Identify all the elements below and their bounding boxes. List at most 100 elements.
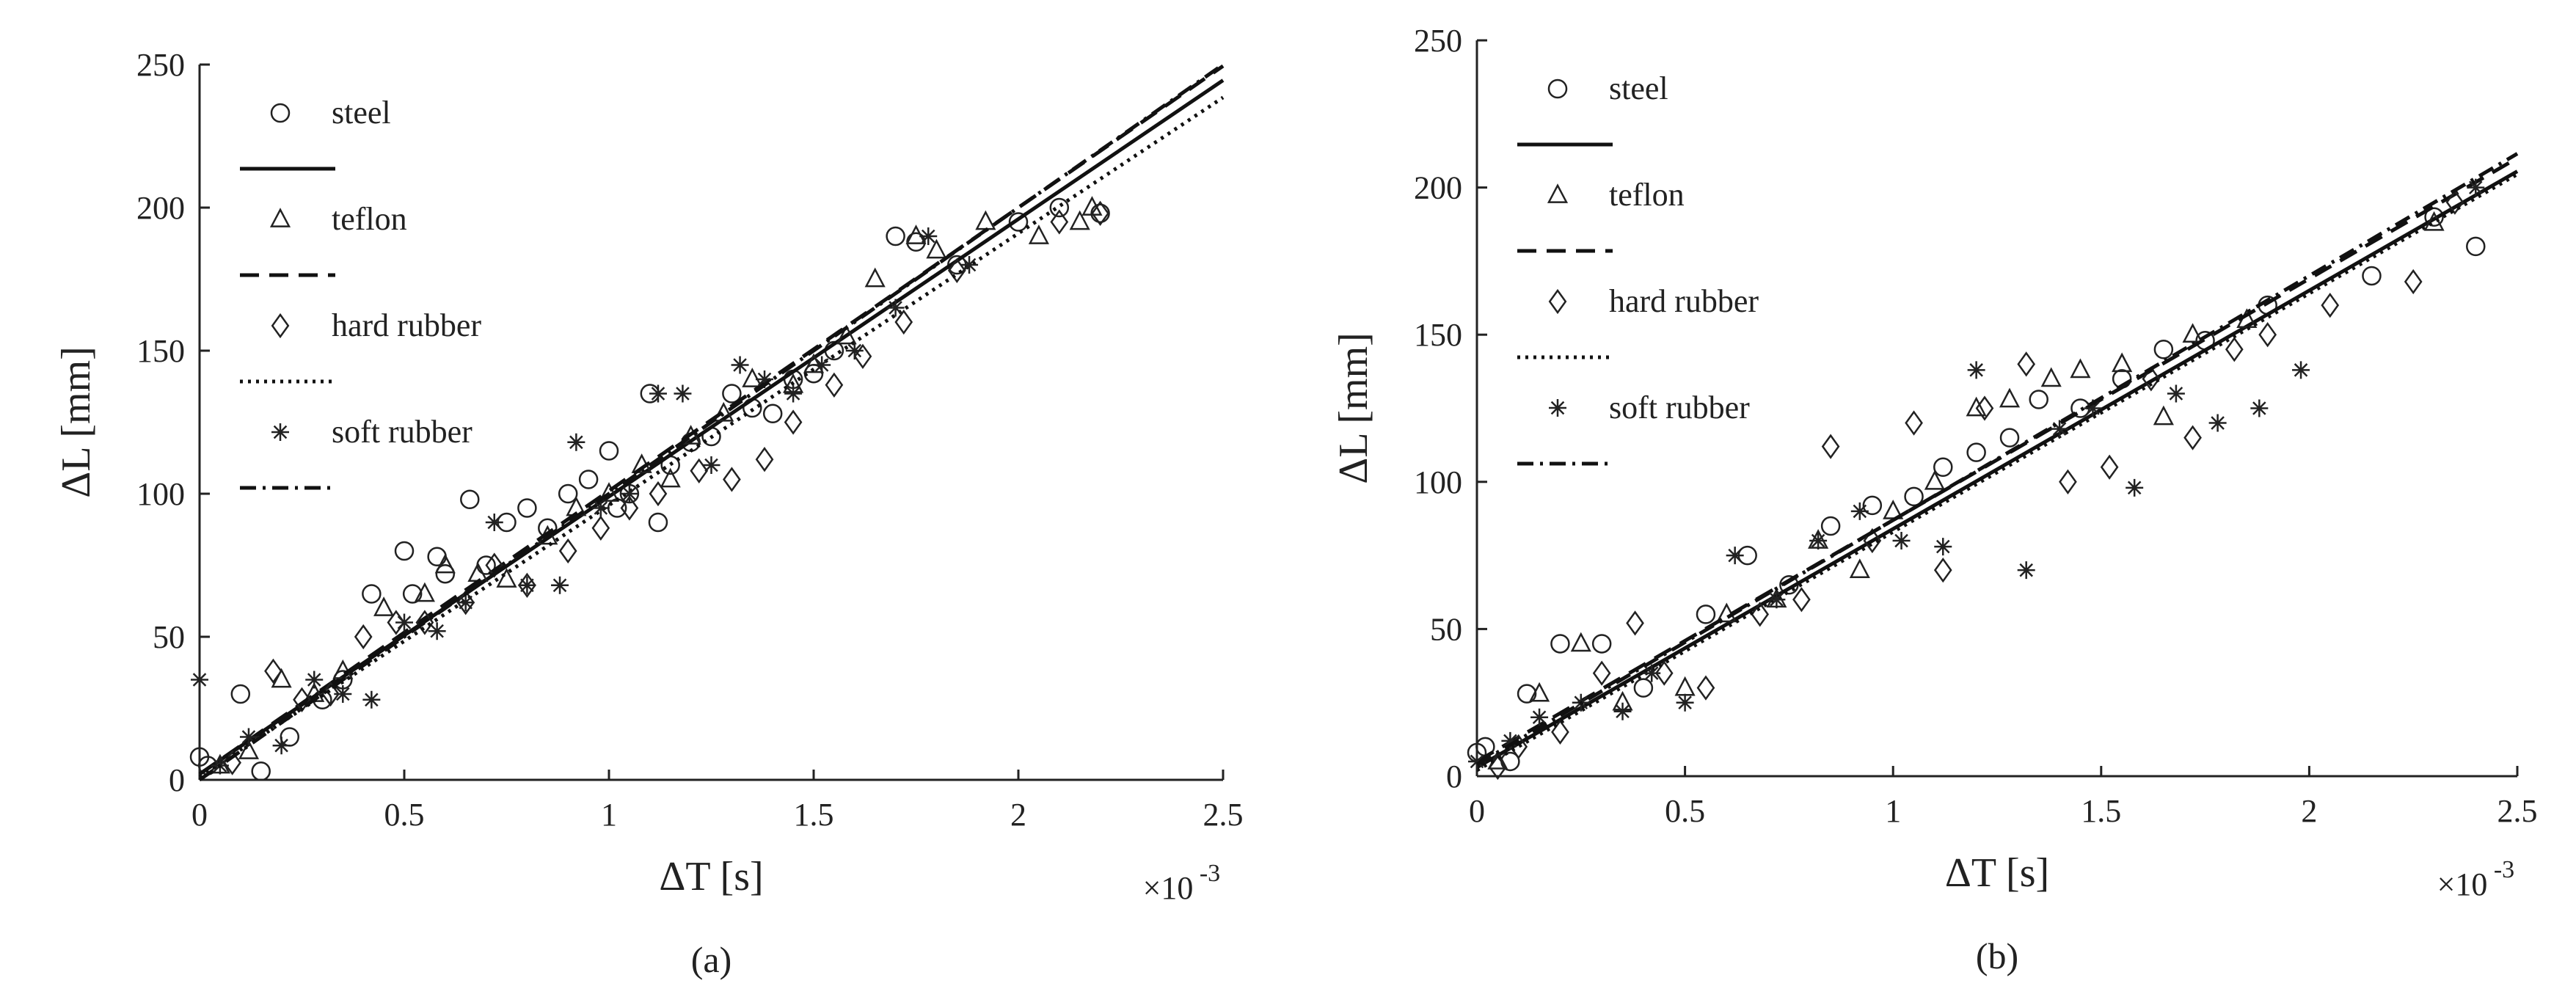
- panel-label: (b): [1976, 935, 2018, 976]
- data-point: [1934, 538, 1952, 556]
- data-point: [1924, 470, 1945, 490]
- chart-panel-a: 0 0.5 1 1.5 2 2.5 0 50 100 150 200 250 ΔT [s] ΔL [mm]…: [54, 47, 1244, 980]
- fit-line-hard-rubber: [1475, 172, 2519, 773]
- data-point: [1591, 634, 1612, 654]
- data-point: [894, 309, 913, 335]
- legend-label: teflon: [1609, 177, 1685, 213]
- data-point: [1570, 632, 1591, 652]
- legend-label: soft rubber: [332, 414, 472, 450]
- data-point: [2017, 561, 2035, 580]
- data-point: [1966, 396, 1987, 417]
- data-point: [1487, 750, 1508, 770]
- data-point: [1849, 558, 1870, 579]
- data-point: [1967, 361, 1985, 379]
- data-point: [803, 353, 825, 373]
- data-point: [496, 568, 517, 588]
- x-tick-label: 2: [1010, 797, 1026, 833]
- data-point: [2126, 478, 2144, 497]
- data-point: [239, 728, 258, 746]
- data-point: [2051, 420, 2069, 438]
- legend-label: steel: [332, 95, 391, 131]
- x-exponent-label: ×10: [2437, 866, 2488, 902]
- y-tick-label: 150: [136, 333, 185, 369]
- data-point: [2467, 178, 2485, 197]
- data-point: [1049, 197, 1070, 218]
- data-point: [690, 458, 709, 483]
- data-point: [762, 403, 783, 424]
- x-tick-label: 0: [1469, 793, 1485, 829]
- data-point: [1905, 410, 1923, 436]
- data-point: [1975, 395, 1994, 421]
- y-tick-label: 50: [153, 619, 185, 655]
- x-axis-label: ΔT [s]: [659, 854, 763, 899]
- data-point: [517, 498, 537, 518]
- data-point: [1613, 702, 1632, 720]
- series-steel: [1467, 207, 2486, 772]
- data-point: [1091, 200, 1109, 226]
- data-point: [191, 671, 208, 689]
- data-point: [2059, 469, 2077, 494]
- data-point: [648, 512, 668, 533]
- data-point: [434, 553, 456, 574]
- data-point: [394, 541, 415, 561]
- y-tick-label: 200: [136, 190, 185, 226]
- data-point: [2404, 269, 2423, 295]
- data-point: [230, 684, 251, 704]
- data-point: [395, 613, 413, 632]
- data-point: [1863, 527, 1882, 554]
- data-point: [2466, 236, 2486, 257]
- x-exponent-power: -3: [1200, 860, 1220, 887]
- data-point: [1069, 210, 1090, 230]
- data-point: [2153, 340, 2174, 359]
- legend-label: steel: [1609, 70, 1668, 106]
- data-point: [1751, 602, 1770, 627]
- data-point: [2017, 351, 2036, 377]
- data-point: [599, 441, 619, 461]
- data-point: [1767, 591, 1786, 609]
- y-axis-label: ΔL [mm]: [1331, 332, 1376, 484]
- legend: steel teflon hard rubber soft rubber: [1517, 70, 1759, 466]
- data-point: [1550, 634, 1570, 654]
- data-point: [1008, 212, 1029, 232]
- data-point: [518, 576, 536, 594]
- data-point: [1654, 660, 1674, 686]
- data-point: [660, 467, 681, 488]
- x-exponent-power: -3: [2494, 856, 2514, 883]
- legend-marker: [1548, 288, 1567, 315]
- data-point: [886, 299, 905, 317]
- data-point: [1999, 428, 2020, 448]
- data-point: [713, 401, 734, 422]
- data-point: [305, 671, 324, 689]
- y-tick-label: 150: [1414, 317, 1462, 353]
- y-tick-label: 0: [1446, 759, 1462, 795]
- data-point: [1933, 457, 1953, 477]
- data-point: [2250, 399, 2269, 417]
- data-point: [784, 409, 803, 435]
- data-point: [674, 384, 692, 403]
- data-point: [845, 342, 864, 359]
- data-point: [251, 762, 271, 781]
- fit-line-steel: [1475, 169, 2519, 770]
- data-point: [1966, 442, 1986, 462]
- chart-panel-b: 0 0.5 1 1.5 2 2.5 0 50 100 150 200 250 ΔT [s] ΔL [mm]…: [1331, 23, 2538, 976]
- data-point: [518, 572, 536, 598]
- data-point: [1821, 434, 1840, 459]
- data-point: [1626, 610, 1644, 636]
- fit-line-teflon: [1475, 156, 2519, 764]
- data-point: [722, 384, 742, 403]
- y-tick-label: 100: [136, 476, 185, 512]
- x-axis-label: ΔT [s]: [1945, 850, 2049, 896]
- legend-marker: [271, 423, 289, 441]
- legend-label: hard rubber: [332, 307, 481, 343]
- data-point: [428, 622, 446, 640]
- x-tick-label: 0: [191, 797, 208, 833]
- legend-marker: [1547, 78, 1568, 99]
- data-point: [825, 372, 844, 398]
- x-tick-label: 2.5: [1203, 797, 1244, 833]
- data-point: [742, 368, 763, 387]
- data-point: [1501, 731, 1519, 750]
- data-point: [702, 456, 720, 474]
- fit-line-soft-rubber: [1475, 152, 2519, 767]
- data-point: [755, 447, 774, 472]
- legend-marker: [271, 313, 290, 339]
